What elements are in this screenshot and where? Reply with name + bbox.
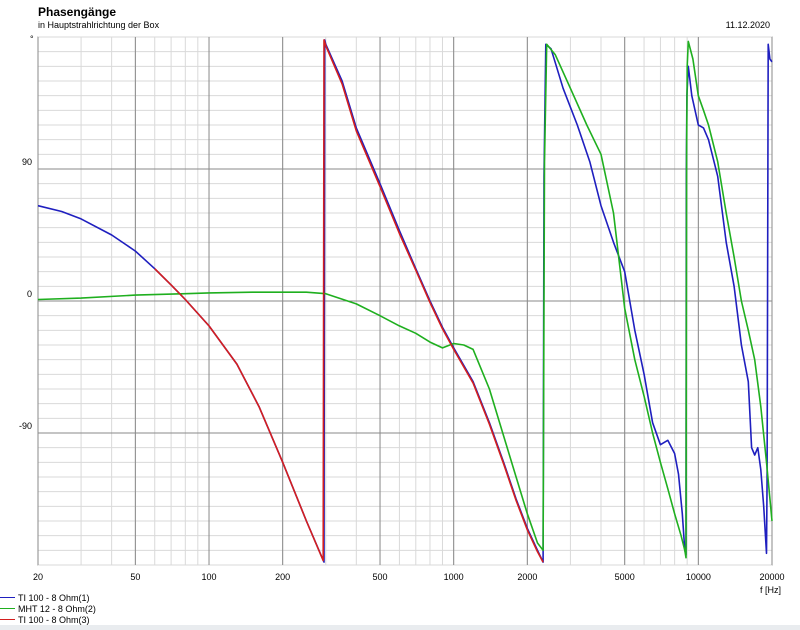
- legend-item: MHT 12 - 8 Ohm(2): [0, 603, 96, 614]
- series-lines: [37, 39, 773, 563]
- x-tick-label: 1000: [444, 572, 464, 582]
- x-tick-label: 50: [130, 572, 140, 582]
- legend-swatch: [0, 608, 15, 609]
- x-tick-label: 5000: [615, 572, 635, 582]
- series-line: [154, 39, 544, 563]
- legend-swatch: [0, 619, 15, 620]
- chart-subtitle: in Hauptstrahlrichtung der Box: [38, 20, 160, 30]
- legend-label: MHT 12 - 8 Ohm(2): [18, 603, 96, 614]
- legend-item: TI 100 - 8 Ohm(1): [0, 592, 96, 603]
- x-axis-label: f [Hz]: [760, 585, 781, 595]
- y-tick-label: 90: [22, 157, 32, 167]
- major-grid: [37, 37, 773, 565]
- y-tick-label: -90: [19, 421, 32, 431]
- series-line: [37, 40, 773, 559]
- legend: TI 100 - 8 Ohm(1) MHT 12 - 8 Ohm(2) TI 100…: [0, 592, 96, 625]
- x-tick-label: 20: [33, 572, 43, 582]
- legend-label: TI 100 - 8 Ohm(1): [18, 592, 90, 603]
- x-tick-label: 500: [373, 572, 388, 582]
- footer-bar: [0, 625, 800, 630]
- y-axis-label: °: [30, 34, 34, 44]
- chart-date: 11.12.2020: [725, 20, 770, 30]
- chart-title: Phasengänge: [38, 5, 117, 19]
- x-tick-label: 10000: [686, 572, 711, 582]
- x-tick-label: 100: [201, 572, 216, 582]
- x-tick-label: 20000: [759, 572, 784, 582]
- legend-label: TI 100 - 8 Ohm(3): [18, 614, 90, 625]
- y-tick-label: 0: [27, 289, 32, 299]
- x-tick-labels: 20 50 100 200 500 1000 2000 5000 10000 20000: [33, 572, 785, 582]
- x-tick-label: 200: [275, 572, 290, 582]
- y-tick-labels: 90 0 -90: [19, 157, 32, 431]
- x-tick-label: 2000: [517, 572, 537, 582]
- legend-item: TI 100 - 8 Ohm(3): [0, 614, 96, 625]
- legend-swatch: [0, 597, 15, 598]
